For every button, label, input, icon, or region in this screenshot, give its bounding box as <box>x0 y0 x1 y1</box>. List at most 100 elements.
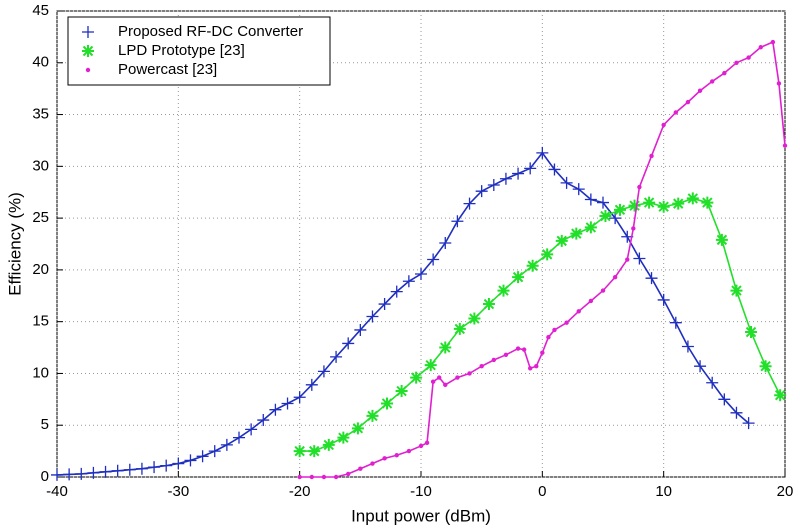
marker <box>382 456 387 461</box>
marker <box>366 409 379 422</box>
marker <box>437 375 442 380</box>
marker <box>309 474 314 480</box>
marker <box>661 122 666 128</box>
marker <box>584 193 597 206</box>
marker <box>451 215 464 228</box>
y-tick-label: 45 <box>32 2 49 19</box>
marker <box>645 272 658 285</box>
marker <box>625 257 630 262</box>
marker <box>540 350 545 355</box>
marker <box>351 422 364 435</box>
marker <box>564 320 569 325</box>
marker <box>75 467 88 480</box>
legend-marker <box>85 67 91 73</box>
marker <box>487 178 500 191</box>
marker <box>515 346 521 351</box>
y-tick-label: 15 <box>32 313 49 330</box>
marker <box>305 378 318 391</box>
marker <box>427 253 440 266</box>
marker <box>546 335 551 340</box>
marker <box>742 417 755 430</box>
marker <box>406 448 412 454</box>
marker <box>657 200 670 213</box>
marker <box>172 457 185 470</box>
marker <box>63 468 76 481</box>
marker <box>402 275 415 288</box>
marker <box>613 203 626 216</box>
marker <box>317 365 330 378</box>
marker <box>51 468 63 481</box>
marker <box>555 234 568 247</box>
marker <box>524 162 537 175</box>
marker <box>536 146 549 159</box>
marker <box>418 443 424 449</box>
legend-label: Proposed RF-DC Converter <box>118 23 303 40</box>
marker <box>730 284 743 297</box>
marker <box>746 55 751 60</box>
y-tick-label: 5 <box>41 416 49 433</box>
marker <box>366 310 379 323</box>
marker <box>196 450 209 463</box>
y-tick-label: 25 <box>32 209 49 226</box>
marker <box>576 309 581 314</box>
marker <box>424 440 430 446</box>
marker <box>643 196 656 209</box>
marker <box>208 445 221 458</box>
x-tick-label: -40 <box>46 483 68 500</box>
legend-marker <box>82 26 94 38</box>
marker <box>706 376 719 389</box>
marker <box>342 337 355 350</box>
marker <box>337 431 350 444</box>
marker <box>770 39 776 45</box>
marker <box>322 438 335 451</box>
marker <box>424 359 437 372</box>
marker <box>184 454 197 467</box>
marker <box>584 221 597 234</box>
marker <box>697 88 703 93</box>
marker <box>599 210 612 223</box>
marker <box>776 81 782 86</box>
marker <box>415 268 427 281</box>
marker <box>220 438 233 451</box>
marker <box>673 110 678 115</box>
marker <box>774 389 787 402</box>
marker <box>257 414 270 427</box>
marker <box>782 143 788 148</box>
marker <box>572 183 585 196</box>
marker <box>111 464 124 477</box>
marker <box>701 196 714 209</box>
legend-label: Powercast [23] <box>118 61 217 78</box>
legend-box <box>67 16 331 86</box>
marker <box>512 167 525 180</box>
x-tick-label: 0 <box>538 483 546 500</box>
series-line <box>299 197 781 452</box>
marker <box>321 474 327 480</box>
marker <box>358 466 363 471</box>
y-axis-title: Efficiency (%) <box>5 192 24 296</box>
x-tick-label: 10 <box>655 483 672 500</box>
marker <box>439 341 452 354</box>
marker <box>552 327 557 333</box>
marker <box>269 403 282 416</box>
marker <box>330 350 343 363</box>
marker <box>672 197 685 210</box>
marker <box>759 360 772 373</box>
marker <box>346 471 351 477</box>
marker <box>293 391 306 404</box>
legend-label: LPD Prototype [23] <box>118 42 245 59</box>
marker <box>657 293 670 306</box>
marker <box>370 461 375 466</box>
marker <box>637 184 642 190</box>
marker <box>612 274 618 280</box>
marker <box>745 326 758 339</box>
marker <box>521 347 527 352</box>
marker <box>453 322 466 335</box>
marker <box>308 445 321 458</box>
marker <box>497 284 510 297</box>
marker <box>160 459 173 472</box>
marker <box>148 461 161 474</box>
marker <box>715 233 728 246</box>
marker <box>463 197 476 210</box>
marker <box>491 357 496 363</box>
marker <box>499 172 512 185</box>
